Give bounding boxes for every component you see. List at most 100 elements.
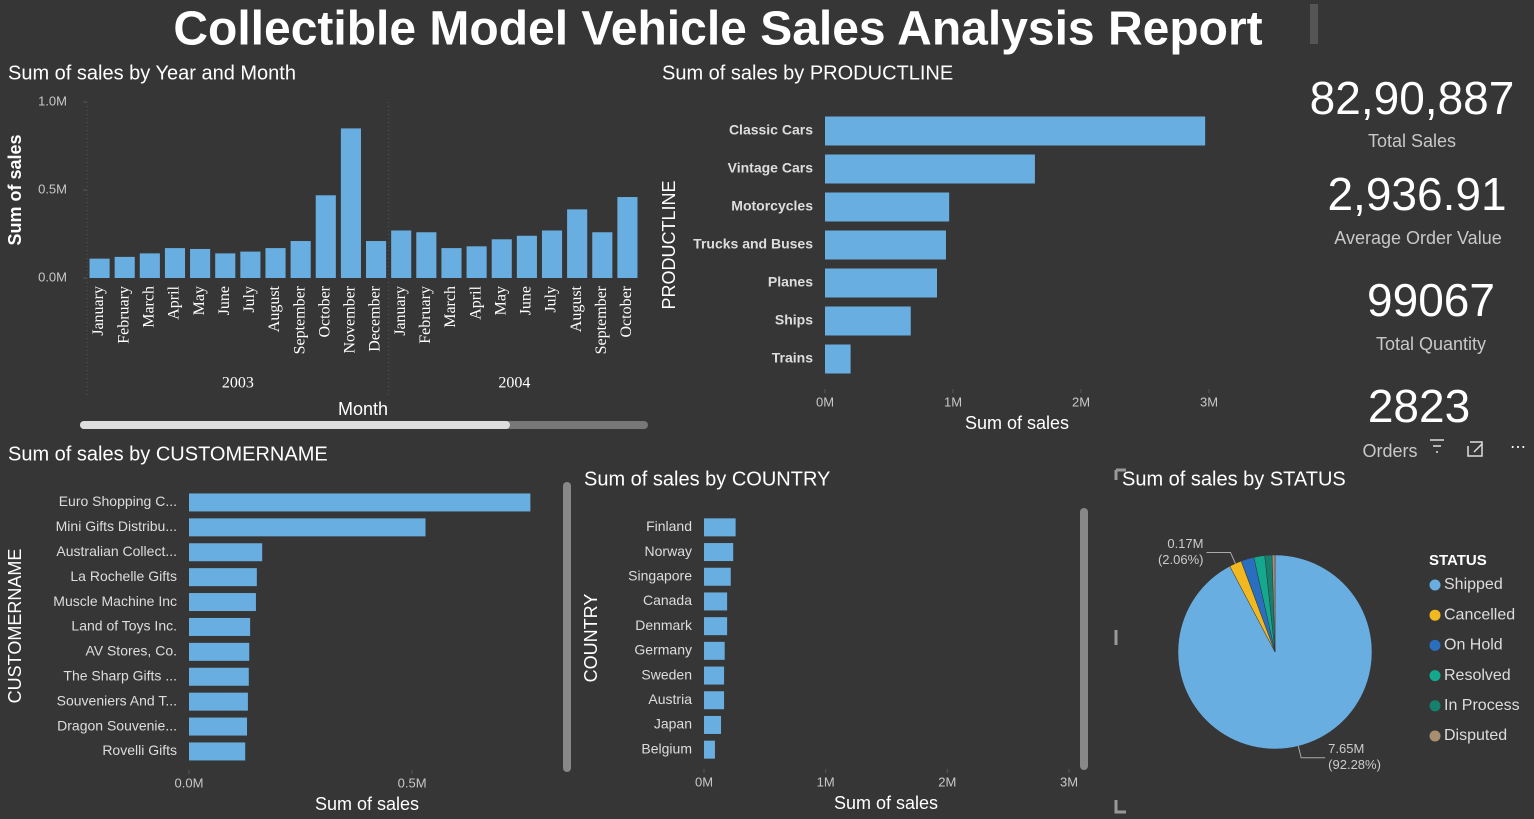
legend-swatch: [1429, 730, 1441, 742]
bar: [704, 617, 728, 636]
y-axis-title: PRODUCTLINE: [659, 180, 679, 309]
x-tick-label: 1M: [944, 394, 962, 409]
bar: [189, 617, 251, 636]
y-tick-label: Vintage Cars: [728, 160, 814, 176]
x-axis-title: Sum of sales: [834, 793, 938, 813]
data-label: (92.28%): [1328, 757, 1381, 772]
x-tick-label: July: [543, 286, 560, 313]
y-tick-label: 0.0M: [38, 269, 67, 284]
y-tick-label: Trucks and Buses: [693, 236, 813, 252]
y-tick-label: Canada: [643, 592, 692, 608]
scrollbar[interactable]: [1080, 508, 1088, 770]
bar: [825, 268, 937, 298]
chart-title: Sum of sales by CUSTOMERNAME: [8, 443, 328, 465]
y-axis-title: COUNTRY: [581, 594, 601, 683]
x-tick-label: November: [342, 285, 359, 353]
bar: [189, 692, 248, 711]
chart-title: Sum of sales by PRODUCTLINE: [662, 62, 953, 84]
x-tick-label: July: [241, 286, 258, 313]
bar: [704, 592, 728, 611]
selection-frame: [1114, 468, 1126, 814]
x-tick-label: April: [467, 285, 484, 319]
legend-swatch: [1429, 639, 1441, 651]
leader-line: [1206, 552, 1236, 564]
bar: [190, 248, 211, 278]
x-tick-label: March: [442, 286, 459, 328]
kpi-value: 2,936.91: [1327, 168, 1506, 220]
bar: [704, 567, 731, 586]
legend-swatch: [1429, 700, 1441, 712]
x-tick-label: 0.0M: [175, 775, 204, 790]
y-tick-label: Singapore: [628, 567, 692, 583]
x-tick-label: March: [141, 286, 158, 328]
chart-title: Sum of sales by STATUS: [1122, 468, 1346, 490]
x-tick-label: April: [166, 285, 183, 319]
x-tick-label: 0M: [816, 394, 834, 409]
x-tick-label: December: [367, 285, 384, 351]
pie-slice: [1271, 554, 1276, 653]
bar: [366, 241, 387, 278]
bar: [704, 691, 725, 710]
kpi-label: Total Quantity: [1376, 334, 1486, 354]
bar: [315, 195, 336, 278]
y-tick-label: Finland: [646, 518, 692, 534]
bar: [617, 197, 638, 278]
legend-swatch: [1429, 609, 1441, 621]
kpi-label: Orders: [1362, 441, 1417, 461]
bar: [825, 306, 911, 336]
bar: [466, 246, 487, 278]
x-tick-label: 0M: [695, 774, 713, 789]
legend-label: Cancelled: [1444, 606, 1515, 623]
x-tick-label: June: [518, 286, 535, 315]
bar: [189, 742, 246, 761]
y-tick-label: 1.0M: [38, 93, 67, 108]
legend-swatch: [1429, 670, 1441, 682]
y-tick-label: Trains: [772, 350, 813, 366]
bar: [189, 493, 531, 512]
y-tick-label: Souveniers And T...: [57, 692, 177, 708]
data-label: 0.17M: [1167, 536, 1203, 551]
bar: [189, 667, 249, 686]
bar: [416, 232, 437, 278]
bar: [240, 251, 261, 278]
visual-icons[interactable]: [1430, 439, 1483, 457]
y-tick-label: 0.5M: [38, 181, 67, 196]
legend-swatch: [1429, 579, 1441, 591]
y-axis-title: CUSTOMERNAME: [5, 549, 25, 704]
bar: [89, 258, 110, 278]
y-axis-title: Sum of sales: [5, 134, 25, 245]
bar: [189, 593, 256, 612]
x-tick-label: August: [568, 285, 585, 332]
kpi-value: 99067: [1367, 274, 1495, 326]
y-tick-label: Germany: [634, 642, 692, 658]
y-tick-label: Australian Collect...: [56, 543, 177, 559]
bar: [704, 715, 722, 734]
legend-label: Shipped: [1444, 576, 1503, 593]
y-tick-label: Planes: [768, 274, 813, 290]
chart-title: Sum of sales by Year and Month: [8, 62, 296, 84]
title-edge: [1310, 4, 1318, 44]
x-tick-label: 1M: [817, 774, 835, 789]
kpi-value: 2823: [1368, 380, 1470, 432]
x-tick-label: January: [90, 286, 107, 336]
x-tick-label: October: [316, 285, 333, 337]
y-tick-label: Classic Cars: [729, 122, 813, 138]
legend-label: Resolved: [1444, 667, 1511, 684]
more-options[interactable]: ⋯: [1510, 439, 1526, 456]
scrollbar[interactable]: [563, 482, 571, 772]
legend-label: In Process: [1444, 697, 1520, 714]
x-axis-title: Sum of sales: [965, 413, 1069, 433]
bar: [265, 248, 286, 278]
bar: [340, 128, 361, 278]
bar: [114, 256, 135, 278]
bar: [441, 248, 462, 278]
bar: [391, 230, 412, 278]
bar: [189, 518, 426, 537]
bar: [215, 253, 236, 278]
y-tick-label: Rovelli Gifts: [102, 742, 177, 758]
x-tick-label: 0.5M: [398, 775, 427, 790]
bar: [290, 241, 311, 278]
x-tick-label: February: [115, 286, 132, 344]
scroll-thumb[interactable]: [80, 421, 510, 429]
